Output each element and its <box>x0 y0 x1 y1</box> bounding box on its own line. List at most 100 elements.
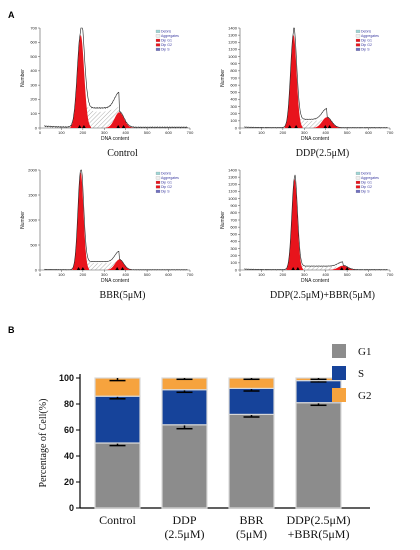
x-tick-label: 0 <box>239 130 242 135</box>
legend-swatch <box>155 38 161 42</box>
y-tick-label: 60 <box>64 425 74 435</box>
y-tick-label: 1000 <box>228 196 238 201</box>
x-tick-label: 0 <box>239 272 242 277</box>
legend-label: Dip G1 <box>361 39 372 43</box>
y-tick-label: 500 <box>230 232 237 237</box>
x-tick-label: 500 <box>344 272 351 277</box>
x-tick-label: 100 <box>258 130 265 135</box>
y-tick-label: 400 <box>30 68 37 73</box>
y-tick-label: 700 <box>230 217 237 222</box>
y-tick-label: 100 <box>230 260 237 265</box>
legend-swatch-s <box>332 366 346 380</box>
histogram-panel-ddp: 0 100 200 300 400 500 600 700 0 100 200 300 400 500 60… <box>220 25 394 159</box>
x-tick-label: 700 <box>387 130 394 135</box>
y-tick-label: 1400 <box>228 167 238 172</box>
gate-marker <box>323 125 328 128</box>
gate-marker <box>339 267 344 270</box>
legend-label: Aggregates <box>361 34 379 38</box>
x-axis-label: DNA content <box>101 136 130 142</box>
y-tick-label: 0 <box>235 125 238 130</box>
gate-marker <box>296 267 300 270</box>
legend-label-g1: G1 <box>358 346 371 358</box>
x-tick-label: 400 <box>322 130 329 135</box>
s-phase-region <box>294 257 343 270</box>
legend-swatch <box>355 38 361 42</box>
y-tick-label: 300 <box>30 82 37 87</box>
gate-marker <box>287 125 292 128</box>
y-tick-label: 1200 <box>228 40 238 45</box>
gate-marker <box>121 125 126 128</box>
histogram-outline <box>44 169 188 271</box>
y-tick-label: 800 <box>230 210 237 215</box>
legend-swatch <box>155 180 161 184</box>
y-tick-label: 1500 <box>28 192 38 197</box>
legend-label: Dip G2 <box>361 43 372 47</box>
legend-label-g2: G2 <box>358 390 371 402</box>
category-label: BBR <box>239 513 263 527</box>
gate-marker <box>291 267 295 270</box>
y-tick-label: 1400 <box>228 25 238 30</box>
g1-peak <box>284 35 303 129</box>
legend-label: Dip G2 <box>161 43 172 47</box>
legend-swatch <box>355 171 361 175</box>
x-tick-label: 200 <box>80 130 87 135</box>
panel-caption: Control <box>107 148 138 159</box>
y-tick-label: 1000 <box>28 217 38 222</box>
legend-label: Debris <box>161 172 171 176</box>
legend-swatch <box>155 171 161 175</box>
g2-peak <box>106 259 133 270</box>
gate-marker <box>116 125 121 128</box>
legend-label: Dip S <box>161 48 170 52</box>
gate-marker <box>120 267 125 270</box>
category-label: DDP <box>172 513 196 527</box>
legend-label: Dip G1 <box>161 39 172 43</box>
x-tick-label: 600 <box>165 272 172 277</box>
bar-segment-g1 <box>161 424 208 509</box>
y-tick-label: 900 <box>230 61 237 66</box>
y-tick-label: 700 <box>230 75 237 80</box>
bar-segment-g1 <box>295 402 342 509</box>
g2-peak <box>328 265 357 270</box>
s-phase-region <box>80 97 120 128</box>
legend-label: Dip G2 <box>161 185 172 189</box>
y-tick-label: 700 <box>30 25 37 30</box>
panel-a-letter: A <box>8 10 15 20</box>
y-axis-label: Percentage of Cell(%) <box>38 399 49 488</box>
legend-label: Dip G1 <box>361 181 372 185</box>
y-tick-label: 0 <box>235 267 238 272</box>
legend-label: Aggregates <box>161 176 179 180</box>
legend-swatch <box>155 47 161 51</box>
category-label: (5μM) <box>236 527 267 541</box>
category-label: +BBR(5μM) <box>288 527 350 541</box>
legend-label: Debris <box>161 30 171 34</box>
y-axis-label: Number <box>20 69 26 87</box>
y-tick-label: 0 <box>69 503 74 513</box>
legend-label: Dip G2 <box>361 185 372 189</box>
g1-peak <box>72 172 90 270</box>
gate-marker <box>81 267 85 270</box>
g2-peak <box>312 117 341 128</box>
legend-label: Dip S <box>361 190 370 194</box>
legend-swatch <box>355 189 361 193</box>
y-tick-label: 200 <box>230 111 237 116</box>
legend-label: Aggregates <box>361 176 379 180</box>
x-tick-label: 400 <box>322 272 329 277</box>
x-tick-label: 700 <box>187 272 194 277</box>
y-tick-label: 1200 <box>228 182 238 187</box>
y-tick-label: 600 <box>30 40 37 45</box>
legend-swatch <box>355 185 361 189</box>
y-tick-label: 400 <box>230 239 237 244</box>
histogram-panel-control: 0 100 200 300 400 500 600 700 0 100 200 300 400 500 60… <box>20 25 194 159</box>
legend-swatch <box>355 47 361 51</box>
legend-swatch <box>355 34 361 38</box>
category-label: Control <box>99 513 136 527</box>
x-tick-label: 0 <box>39 272 42 277</box>
y-tick-label: 2000 <box>28 167 38 172</box>
y-tick-label: 80 <box>64 399 74 409</box>
y-tick-label: 100 <box>230 118 237 123</box>
x-tick-label: 600 <box>365 130 372 135</box>
histogram-outline <box>44 27 188 129</box>
y-tick-label: 800 <box>230 68 237 73</box>
x-tick-label: 400 <box>122 272 129 277</box>
y-tick-label: 300 <box>230 104 237 109</box>
